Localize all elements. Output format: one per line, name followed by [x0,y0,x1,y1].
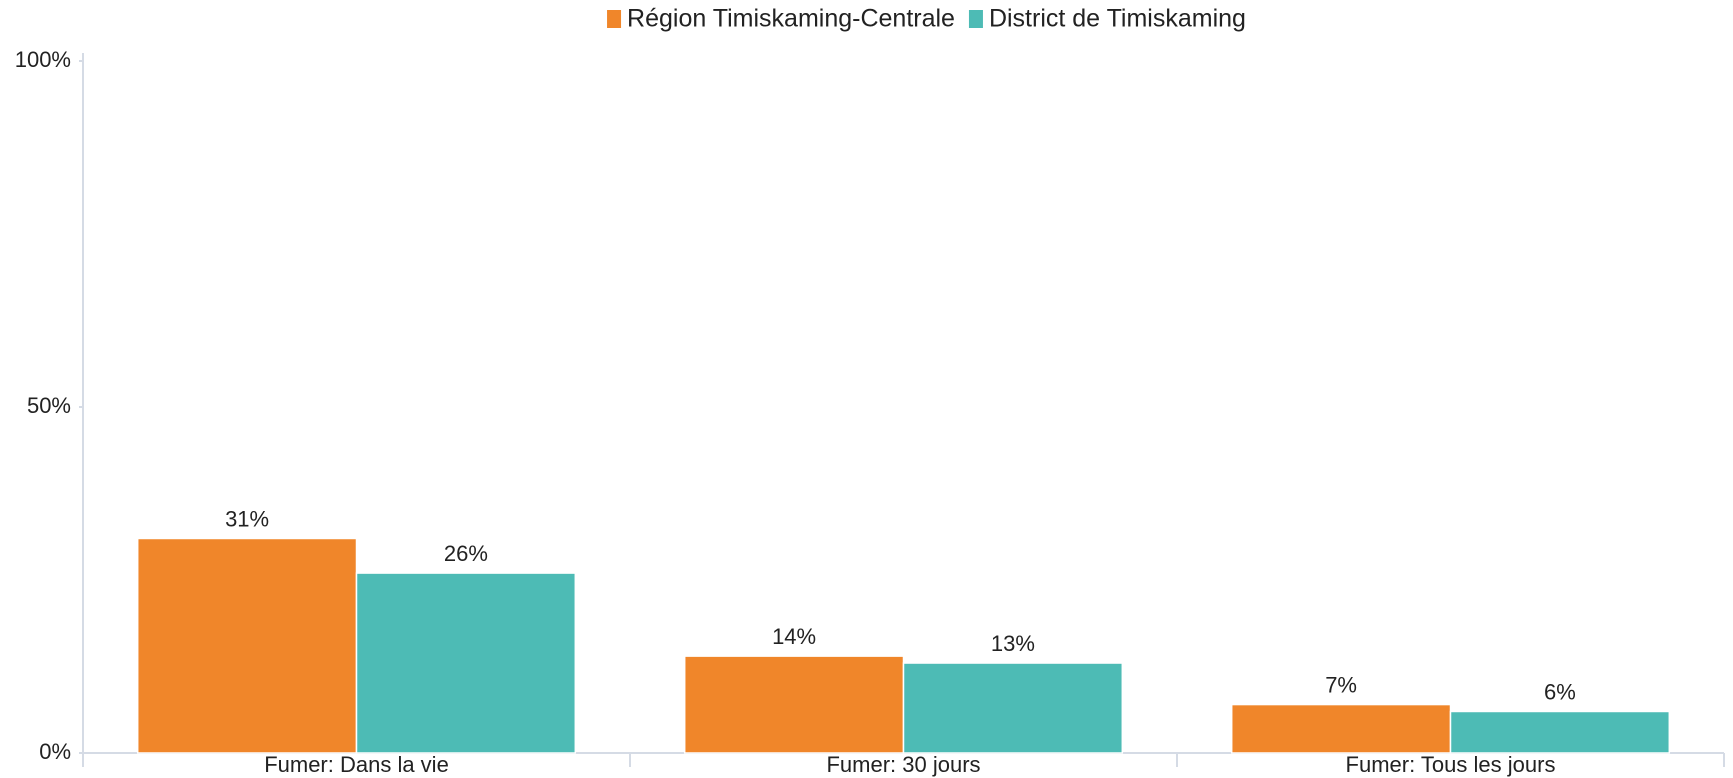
bar [355,572,577,754]
x-tick-label: Fumer: Dans la vie [264,752,449,777]
y-tick-label: 50% [27,393,71,418]
data-label: 26% [444,541,488,566]
data-label: 13% [991,631,1035,656]
legend-swatch [607,10,622,28]
bar [136,537,358,754]
data-label: 31% [225,506,269,531]
data-label: 6% [1544,679,1576,704]
bar [902,662,1124,754]
bar [683,655,905,754]
x-tick-label: Fumer: Tous les jours [1346,752,1556,777]
bar [1449,710,1671,754]
data-label: 14% [772,624,816,649]
y-tick-label: 0% [39,739,71,764]
data-label: 7% [1325,672,1357,697]
legend-swatch [968,10,983,28]
bar [1230,703,1452,754]
y-tick-label: 100% [15,47,71,72]
legend-label: Région Timiskaming-Centrale [627,5,955,33]
legend-label: District de Timiskaming [989,5,1246,33]
x-tick-label: Fumer: 30 jours [826,752,980,777]
